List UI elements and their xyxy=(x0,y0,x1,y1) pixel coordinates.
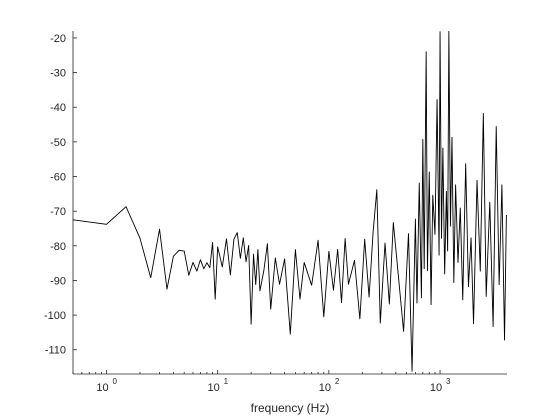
y-tick-label: -30 xyxy=(50,68,66,80)
x-tick-label-base: 10 xyxy=(319,382,331,394)
x-tick-label-exponent: 3 xyxy=(446,377,451,386)
y-tick-label: -40 xyxy=(50,102,66,114)
x-tick-label-base: 10 xyxy=(208,382,220,394)
x-axis-title: frequency (Hz) xyxy=(251,401,330,415)
x-tick-label-base: 10 xyxy=(430,382,442,394)
axes-layer xyxy=(72,31,507,375)
y-tick-label: -60 xyxy=(50,172,66,184)
labels-layer: frequency (Hz) -20 -30 -40 -50 -60 -70 -80 -90 -… xyxy=(44,33,451,415)
y-tick-label: -100 xyxy=(44,310,66,322)
y-tick-label: -80 xyxy=(50,241,66,253)
x-tick-label-exponent: 2 xyxy=(335,377,340,386)
x-tick-label-exponent: 1 xyxy=(224,377,229,386)
y-tick-label: -90 xyxy=(50,275,66,287)
y-tick-label: -110 xyxy=(45,345,66,357)
y-tick-label: -20 xyxy=(50,33,66,45)
x-tick-label-exponent: 0 xyxy=(112,377,117,386)
y-tick-label: -50 xyxy=(50,137,66,149)
y-tick-label: -70 xyxy=(50,206,66,218)
spectrum-line xyxy=(72,30,507,372)
series-layer xyxy=(72,30,507,372)
x-tick-label-base: 10 xyxy=(96,382,108,394)
